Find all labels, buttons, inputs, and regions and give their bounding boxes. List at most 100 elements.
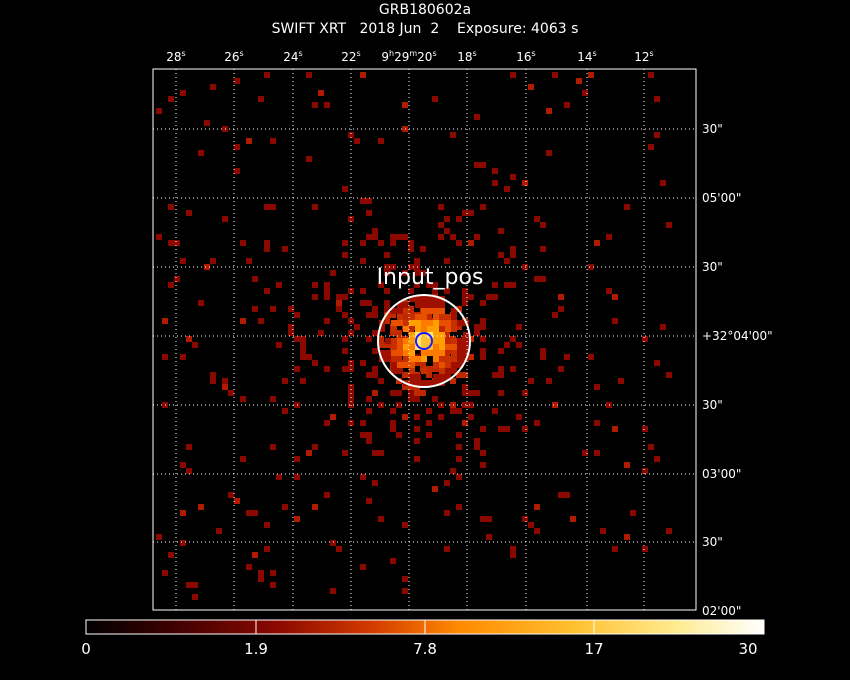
photon-pixel: [408, 396, 414, 402]
photon-pixel: [457, 344, 463, 350]
photon-pixel: [240, 318, 246, 324]
photon-pixel: [463, 332, 469, 338]
photon-pixel: [432, 396, 438, 402]
photon-pixel: [414, 456, 420, 462]
photon-pixel: [294, 474, 300, 480]
photon-pixel: [534, 528, 540, 534]
photon-pixel: [222, 378, 228, 384]
photon-pixel: [510, 246, 516, 252]
photon-pixel: [270, 396, 276, 402]
photon-pixel: [192, 582, 198, 588]
photon-pixel: [397, 302, 403, 308]
photon-pixel: [433, 320, 439, 326]
photon-pixel: [397, 320, 403, 326]
photon-pixel: [174, 240, 180, 246]
photon-pixel: [360, 258, 366, 264]
photon-pixel: [480, 450, 486, 456]
photon-pixel: [510, 72, 516, 78]
photon-pixel: [486, 516, 492, 522]
photon-pixel: [300, 342, 306, 348]
photon-pixel: [258, 318, 264, 324]
photon-pixel: [433, 344, 439, 350]
photon-pixel: [480, 162, 486, 168]
photon-pixel: [414, 396, 420, 402]
photon-pixel: [444, 546, 450, 552]
photon-pixel: [624, 462, 630, 468]
photon-pixel: [156, 234, 162, 240]
photon-pixel: [360, 432, 366, 438]
photon-pixel: [642, 426, 648, 432]
photon-pixel: [414, 390, 420, 396]
photon-pixel: [451, 362, 457, 368]
photon-pixel: [372, 372, 378, 378]
photon-pixel: [409, 362, 415, 368]
photon-pixel: [228, 390, 234, 396]
photon-pixel: [156, 534, 162, 540]
photon-pixel: [427, 338, 433, 344]
photon-pixel: [276, 474, 282, 480]
photon-pixel: [456, 504, 462, 510]
photon-pixel: [342, 348, 348, 354]
photon-pixel: [510, 252, 516, 258]
photon-pixel: [654, 96, 660, 102]
photon-pixel: [306, 354, 312, 360]
photon-pixel: [403, 308, 409, 314]
photon-pixel: [421, 356, 427, 362]
photon-pixel: [264, 72, 270, 78]
photon-pixel: [390, 354, 396, 360]
photon-pixel: [336, 546, 342, 552]
photon-pixel: [204, 264, 210, 270]
photon-pixel: [564, 354, 570, 360]
photon-pixel: [630, 510, 636, 516]
photon-pixel: [360, 360, 366, 366]
photon-pixel: [451, 326, 457, 332]
photon-pixel: [384, 264, 390, 270]
photon-pixel: [324, 102, 330, 108]
photon-pixel: [421, 344, 427, 350]
photon-pixel: [403, 350, 409, 356]
photon-pixel: [210, 84, 216, 90]
photon-pixel: [462, 420, 468, 426]
photon-pixel: [582, 450, 588, 456]
photon-pixel: [462, 300, 468, 306]
photon-pixel: [421, 314, 427, 320]
photon-pixel: [462, 288, 468, 294]
photon-pixel: [391, 344, 397, 350]
photon-pixel: [397, 308, 403, 314]
photon-pixel: [300, 336, 306, 342]
photon-pixel: [444, 336, 450, 342]
photon-pixel: [300, 378, 306, 384]
photon-pixel: [492, 180, 498, 186]
photon-pixel: [318, 90, 324, 96]
photon-pixel: [409, 350, 415, 356]
photon-pixel: [402, 576, 408, 582]
photon-pixel: [366, 336, 372, 342]
photon-pixel: [288, 324, 294, 330]
photon-pixel: [402, 384, 408, 390]
photon-pixel: [276, 342, 282, 348]
photon-pixel: [462, 372, 468, 378]
photon-pixel: [450, 408, 456, 414]
photon-pixel: [409, 338, 415, 344]
photon-pixel: [415, 326, 421, 332]
photon-pixel: [324, 282, 330, 288]
photon-pixel: [480, 336, 486, 342]
photon-pixel: [234, 144, 240, 150]
photon-pixel: [312, 282, 318, 288]
photon-pixel: [498, 426, 504, 432]
ra-tick-label: 22s: [341, 49, 361, 64]
photon-pixel: [397, 344, 403, 350]
photon-pixel: [385, 338, 391, 344]
dec-tick-label: 30": [702, 398, 723, 412]
photon-pixel: [210, 372, 216, 378]
photon-pixel: [180, 540, 186, 546]
photon-pixel: [498, 252, 504, 258]
image-frame: [152, 68, 697, 611]
photon-pixel: [421, 350, 427, 356]
photon-pixel: [438, 414, 444, 420]
photon-pixel: [246, 510, 252, 516]
colorbar-label: 17: [584, 640, 604, 658]
photon-pixel: [588, 264, 594, 270]
photon-pixel: [606, 288, 612, 294]
photon-pixel: [384, 318, 390, 324]
